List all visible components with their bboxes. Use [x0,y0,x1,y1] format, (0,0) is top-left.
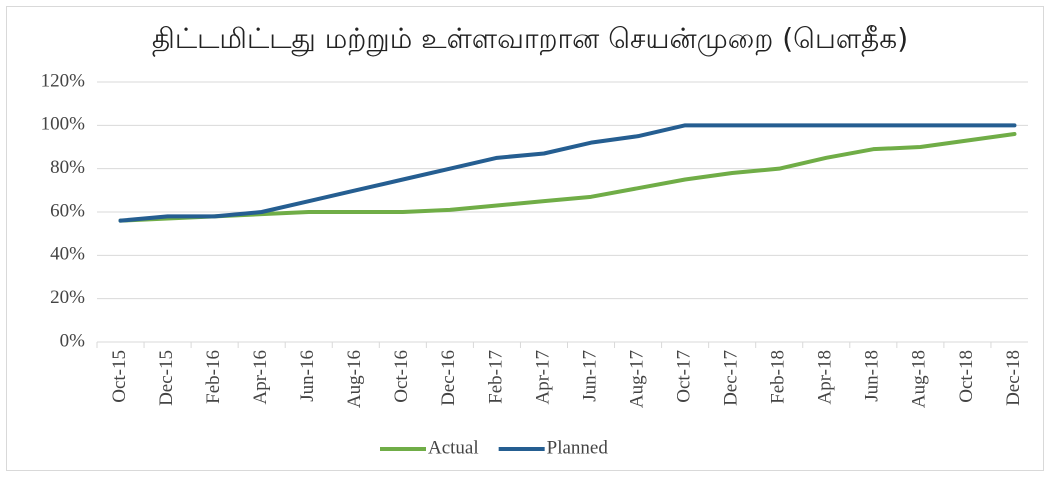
line-series [118,123,1017,223]
chart-frame [6,6,1044,471]
x-tick-label: Aug-18 [909,350,930,408]
legend-label: Planned [547,437,609,458]
y-tick-label: 0% [60,330,86,351]
x-tick-label: Jun-18 [862,350,883,402]
x-tick-label: Aug-16 [344,350,365,408]
x-tick-label: Dec-17 [721,350,742,406]
line-series [118,132,1017,223]
chart-title: திட்டமிட்டது மற்றும் உள்ளவாறான செயன்முறை… [151,22,909,55]
x-tick-label: Feb-16 [203,350,224,404]
x-tick-label: Jun-16 [297,350,318,402]
x-tick-label: Dec-18 [1003,350,1024,406]
y-tick-label: 100% [41,114,86,135]
y-tick-label: 20% [50,287,85,308]
x-tick-label: Feb-18 [768,350,789,404]
x-tick-label: Oct-18 [956,350,977,403]
x-tick-label: Dec-16 [438,350,459,406]
x-tick-label: Oct-17 [673,350,694,403]
x-tick-label: Apr-16 [250,350,271,405]
x-tick-label: Oct-15 [109,350,130,403]
x-tick-label: Feb-17 [485,350,506,404]
y-tick-label: 60% [50,200,85,221]
y-tick-label: 80% [50,157,85,178]
x-tick-label: Dec-15 [156,350,177,406]
y-tick-label: 120% [41,70,86,91]
x-tick-label: Aug-17 [626,350,647,408]
y-tick-label: 40% [50,244,85,265]
x-tick-label: Oct-16 [391,350,412,403]
x-tick-label: Apr-18 [815,350,836,405]
x-tick-label: Jun-17 [579,350,600,402]
legend-label: Actual [428,437,479,458]
x-tick-label: Apr-17 [532,350,553,405]
